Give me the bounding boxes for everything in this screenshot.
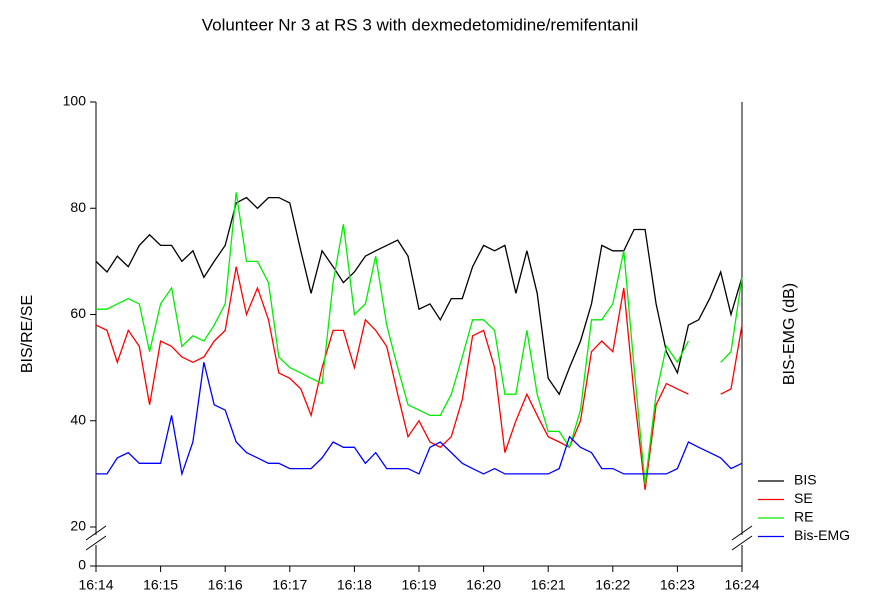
y2-axis-label: BIS-EMG (dB)	[781, 283, 798, 385]
y-tick-label: 60	[70, 305, 86, 321]
y-tick-label: 80	[70, 199, 86, 215]
line-series	[95, 266, 743, 490]
line-series	[96, 362, 743, 477]
line-series	[96, 192, 743, 485]
x-tick-label: 16:14	[78, 577, 113, 593]
legend-label: SE	[794, 490, 813, 506]
y-axis-label: BIS/RE/SE	[19, 295, 36, 373]
x-tick-label: 16:18	[337, 577, 372, 593]
legend-label: RE	[794, 509, 813, 525]
axis-break	[731, 535, 753, 551]
x-tick-label: 16:19	[401, 577, 436, 593]
x-tick-label: 16:24	[724, 577, 759, 593]
x-tick-label: 16:21	[531, 577, 566, 593]
x-tick-label: 16:20	[466, 577, 501, 593]
x-tick-label: 16:23	[660, 577, 695, 593]
x-tick-label: 16:16	[208, 577, 243, 593]
line-series	[95, 196, 743, 396]
legend-label: Bis-EMG	[794, 527, 850, 543]
legend-label: BIS	[794, 472, 817, 488]
x-tick-label: 16:17	[272, 577, 307, 593]
y-tick-label: 20	[70, 518, 86, 534]
x-tick-label: 16:22	[595, 577, 630, 593]
y-tick-label: 40	[70, 411, 86, 427]
axis-break	[85, 525, 107, 541]
y-tick-label: 100	[63, 93, 87, 109]
x-tick-label: 16:15	[143, 577, 178, 593]
chart-title: Volunteer Nr 3 at RS 3 with dexmedetomid…	[202, 15, 639, 34]
axis-break	[85, 535, 107, 551]
axes	[85, 102, 753, 567]
y-tick-label: 0	[78, 557, 86, 573]
axis-break	[731, 525, 753, 541]
